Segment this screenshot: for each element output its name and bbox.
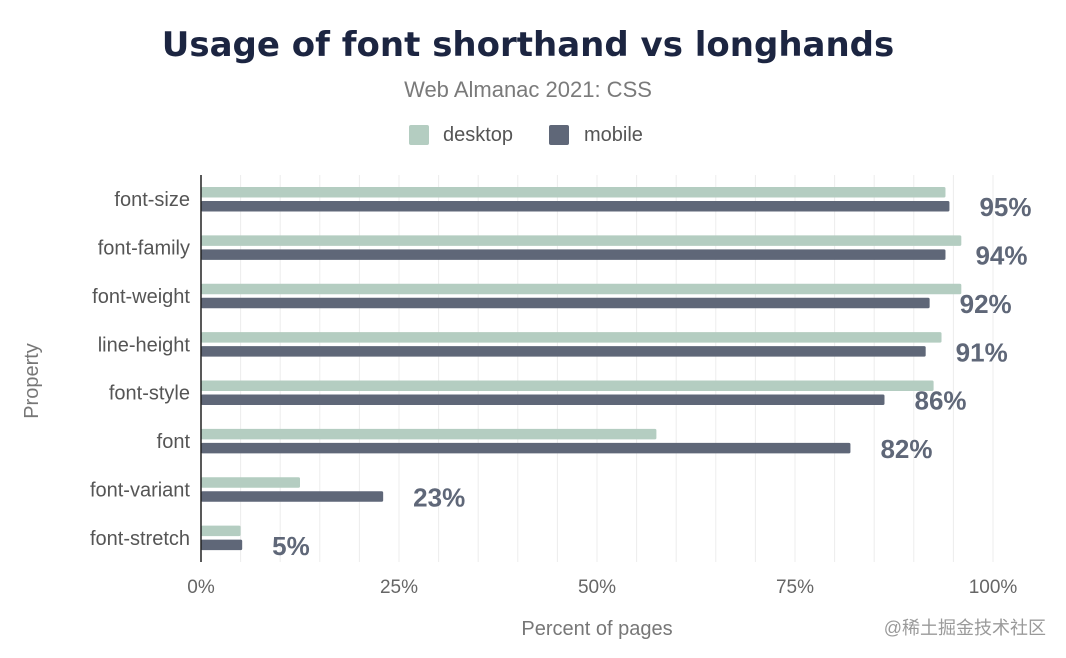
x-tick-label: 100% xyxy=(969,577,1018,598)
data-label: 86% xyxy=(914,386,966,416)
bars xyxy=(201,186,962,551)
chart-subtitle: Web Almanac 2021: CSS xyxy=(404,77,652,102)
category-label: font-weight xyxy=(92,286,190,308)
bar-desktop xyxy=(201,235,962,246)
data-label: 91% xyxy=(956,337,1008,367)
x-tick-label: 75% xyxy=(776,577,814,598)
y-axis-title: Property xyxy=(21,343,43,419)
chart-title: Usage of font shorthand vs longhands xyxy=(162,25,895,65)
x-tick-label: 0% xyxy=(187,577,215,598)
bar-desktop xyxy=(201,283,962,295)
category-label: line-height xyxy=(98,334,191,356)
category-label: font-family xyxy=(98,238,190,260)
data-labels: 95% 94% 92% 91% 86% 82% 23% 5% xyxy=(272,192,1031,561)
category-label: font xyxy=(157,431,191,453)
bar-desktop xyxy=(201,186,946,198)
legend-swatch-desktop xyxy=(409,125,429,145)
bar-desktop xyxy=(201,332,942,343)
category-label: font-variant xyxy=(90,479,190,501)
data-label: 82% xyxy=(880,434,932,464)
legend-swatch-mobile xyxy=(549,125,569,145)
bar-mobile xyxy=(201,394,885,405)
category-label: font-size xyxy=(114,189,190,211)
x-axis-title: Percent of pages xyxy=(521,618,672,640)
bar-mobile xyxy=(201,442,851,454)
bar-mobile xyxy=(201,249,946,260)
x-tick-labels: 0% 25% 50% 75% 100% xyxy=(187,577,1017,598)
bar-mobile xyxy=(201,539,243,551)
bar-desktop xyxy=(201,380,934,391)
data-label: 5% xyxy=(272,531,310,561)
legend-label-desktop: desktop xyxy=(443,124,513,146)
gridlines xyxy=(240,175,994,562)
bar-mobile xyxy=(201,297,930,309)
data-label: 92% xyxy=(960,289,1012,319)
data-label: 95% xyxy=(979,192,1031,222)
legend: desktop mobile xyxy=(409,124,643,146)
bar-mobile xyxy=(201,200,950,212)
bar-desktop xyxy=(201,525,241,537)
bar-desktop xyxy=(201,428,657,440)
data-label: 23% xyxy=(413,482,465,512)
x-tick-label: 50% xyxy=(578,577,616,598)
x-tick-label: 25% xyxy=(380,577,418,598)
category-labels: font-size font-family font-weight line-heig… xyxy=(90,189,191,550)
bar-mobile xyxy=(201,491,384,502)
category-label: font-style xyxy=(109,383,190,405)
category-label: font-stretch xyxy=(90,528,190,550)
bar-desktop xyxy=(201,477,300,488)
legend-label-mobile: mobile xyxy=(584,124,643,146)
data-label: 94% xyxy=(975,241,1027,271)
bar-mobile xyxy=(201,346,926,357)
watermark: @稀土掘金技术社区 xyxy=(884,618,1046,638)
